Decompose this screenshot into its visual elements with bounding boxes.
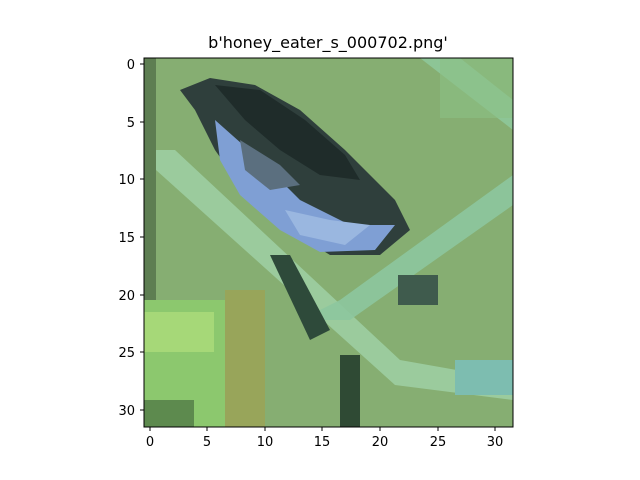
bottom-right-teal: [455, 360, 513, 395]
bird-body-dark: [180, 78, 410, 255]
y-tick-label: 20: [118, 289, 135, 304]
x-tick-label: 25: [430, 435, 447, 450]
x-tick-label: 10: [257, 435, 274, 450]
bottom-left-foliage-dark: [144, 400, 194, 427]
y-tick-label: 5: [127, 116, 135, 131]
x-axis: 0 5 10 15 20 25 30: [146, 427, 503, 450]
y-tick-0: 0: [127, 58, 144, 73]
y-tick-30: 30: [118, 404, 144, 419]
y-tick-label: 10: [118, 173, 135, 188]
stem-olive: [225, 290, 265, 427]
x-tick-0: 0: [146, 427, 154, 450]
y-tick-20: 20: [118, 289, 144, 304]
y-tick-5: 5: [127, 116, 144, 131]
bird-leg-dark: [270, 255, 330, 340]
y-tick-label: 25: [118, 346, 135, 361]
x-tick-25: 25: [430, 427, 447, 450]
x-tick-20: 20: [372, 427, 389, 450]
x-tick-label: 5: [203, 435, 211, 450]
x-tick-label: 0: [146, 435, 154, 450]
top-right-tint: [440, 58, 513, 118]
x-tick-15: 15: [314, 427, 331, 450]
x-tick-5: 5: [203, 427, 211, 450]
bird-back-black: [215, 85, 360, 180]
x-tick-10: 10: [257, 427, 274, 450]
x-tick-label: 15: [314, 435, 331, 450]
bird-wing-grey: [240, 140, 300, 190]
y-tick-10: 10: [118, 173, 144, 188]
photo-image: [144, 58, 513, 427]
y-tick-label: 30: [118, 404, 135, 419]
bottom-center-dark: [340, 355, 360, 427]
x-tick-label: 30: [487, 435, 504, 450]
x-tick-label: 20: [372, 435, 389, 450]
y-axis: 0 5 10 15 20 25 30: [118, 58, 144, 419]
y-tick-label: 0: [127, 58, 135, 73]
chart-title: b'honey_eater_s_000702.png': [208, 33, 448, 53]
bird-breast-light: [285, 210, 370, 245]
image-frame: [143, 57, 514, 428]
y-tick-label: 15: [118, 231, 135, 246]
y-tick-15: 15: [118, 231, 144, 246]
bottom-left-foliage-light: [144, 312, 214, 352]
y-tick-25: 25: [118, 346, 144, 361]
right-dark-blob: [398, 275, 438, 305]
x-tick-30: 30: [487, 427, 504, 450]
